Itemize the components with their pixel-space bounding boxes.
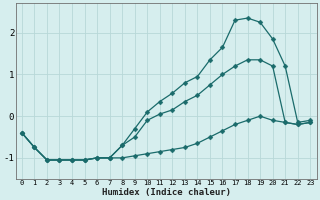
X-axis label: Humidex (Indice chaleur): Humidex (Indice chaleur) xyxy=(101,188,231,197)
